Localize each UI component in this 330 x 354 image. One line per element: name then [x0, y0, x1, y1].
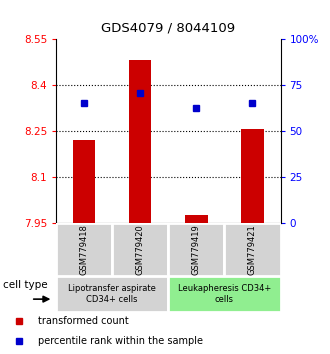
Text: GSM779419: GSM779419	[192, 224, 201, 275]
Text: cell type: cell type	[3, 280, 48, 290]
Text: GSM779418: GSM779418	[80, 224, 89, 275]
Bar	[241, 130, 264, 223]
Bar	[56, 223, 112, 276]
Text: Leukapheresis CD34+
cells: Leukapheresis CD34+ cells	[178, 284, 271, 303]
Bar	[56, 276, 168, 312]
Text: GSM779421: GSM779421	[248, 224, 257, 275]
Bar	[112, 223, 168, 276]
Bar	[168, 276, 280, 312]
Bar	[185, 215, 208, 223]
Text: percentile rank within the sample: percentile rank within the sample	[38, 336, 203, 346]
Text: GSM779420: GSM779420	[136, 224, 145, 275]
Bar	[168, 223, 224, 276]
Bar	[129, 61, 151, 223]
Text: Lipotransfer aspirate
CD34+ cells: Lipotransfer aspirate CD34+ cells	[68, 284, 156, 303]
Bar	[73, 140, 95, 223]
Text: transformed count: transformed count	[38, 316, 129, 326]
Bar	[224, 223, 280, 276]
Title: GDS4079 / 8044109: GDS4079 / 8044109	[101, 22, 235, 35]
